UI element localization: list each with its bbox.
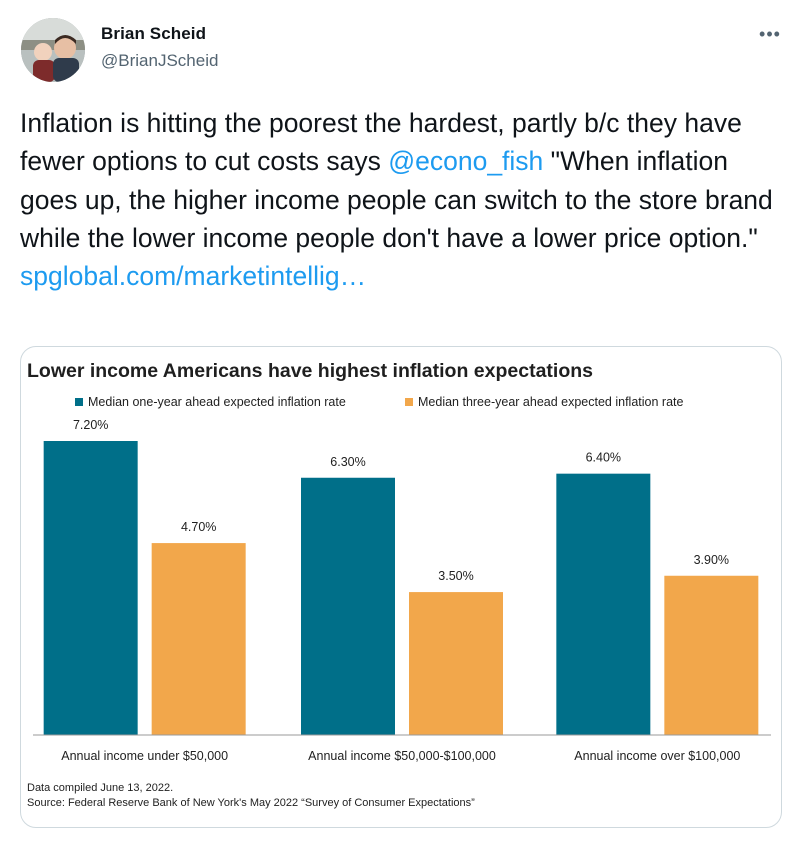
user-name[interactable]: Brian Scheid	[101, 24, 207, 43]
chart-note-source: Source: Federal Reserve Bank of New York…	[27, 797, 475, 809]
bar-one-year-0	[43, 441, 138, 735]
bar-three-year-1	[409, 592, 503, 735]
mention-link[interactable]: @econo_fish	[388, 146, 544, 177]
bar-chart-plot: 7.20% 4.70% Annual income under $50,000 6.3…	[33, 418, 771, 763]
avatar-image	[21, 18, 85, 82]
chart-notes: Data compiled June 13, 2022. Source: Fed…	[27, 781, 475, 811]
data-label-one-year-1: 6.30%	[330, 455, 365, 469]
tweet-text: Inflation is hitting the poorest the har…	[20, 104, 790, 295]
more-options-icon[interactable]: •••	[759, 23, 781, 44]
bar-one-year-2	[556, 473, 651, 735]
data-label-three-year-2: 3.90%	[694, 553, 729, 567]
legend-label-three-year: Median three-year ahead expected inflati…	[418, 395, 684, 409]
user-handle[interactable]: @BrianJScheid	[101, 51, 219, 70]
bar-three-year-2	[664, 575, 759, 735]
legend-swatch-three-year	[405, 398, 413, 406]
chart-title: Lower income Americans have highest infl…	[27, 360, 594, 382]
chart-image-card[interactable]: Lower income Americans have highest infl…	[20, 346, 782, 828]
tweet-text-part-2: "When inflation goes up, the higher inco…	[20, 146, 773, 253]
bar-one-year-1	[301, 477, 395, 735]
category-label-2: Annual income over $100,000	[574, 749, 740, 763]
avatar[interactable]	[21, 18, 85, 82]
legend-item-one-year: Median one-year ahead expected inflation…	[75, 395, 346, 409]
data-label-one-year-2: 6.40%	[586, 451, 621, 465]
category-label-1: Annual income $50,000-$100,000	[308, 749, 496, 763]
legend-item-three-year: Median three-year ahead expected inflati…	[405, 395, 683, 409]
legend-swatch-one-year	[75, 398, 83, 406]
data-label-three-year-0: 4.70%	[181, 520, 216, 534]
chart-legend: Median one-year ahead expected inflation…	[21, 395, 781, 415]
data-label-one-year-0: 7.20%	[73, 418, 108, 432]
bar-three-year-0	[151, 543, 246, 735]
data-label-three-year-1: 3.50%	[438, 569, 473, 583]
tweet-text-part-1: Inflation is hitting the poorest the har…	[20, 108, 742, 177]
legend-label-one-year: Median one-year ahead expected inflation…	[88, 395, 346, 409]
category-label-0: Annual income under $50,000	[61, 749, 228, 763]
chart-note-date: Data compiled June 13, 2022.	[27, 782, 174, 794]
article-link[interactable]: spglobal.com/marketintellig…	[20, 261, 367, 292]
